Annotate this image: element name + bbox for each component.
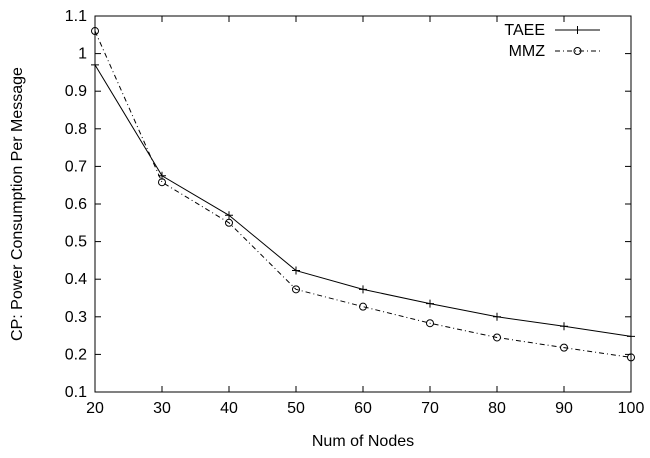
y-tick-label: 0.1 (65, 384, 87, 401)
data-point (627, 332, 635, 341)
series-line (94, 30, 632, 358)
data-point (292, 285, 300, 294)
axis-ticks: 20 30 40 50 60 70 80 90 100 0.1 0.2 0.3 0.4 0.5 0.6 0.7… (65, 8, 645, 417)
data-point (292, 266, 300, 275)
data-point (426, 319, 434, 328)
x-tick-label: 70 (421, 400, 439, 417)
data-point (91, 60, 99, 69)
data-point (493, 312, 501, 321)
data-point (225, 211, 233, 220)
y-tick-label: 0.8 (65, 121, 87, 138)
series-taee (91, 60, 635, 341)
data-point (91, 27, 99, 36)
data-point (225, 218, 233, 227)
legend: TAEE MMZ (504, 22, 600, 60)
data-point (359, 285, 367, 294)
x-tick-label: 20 (86, 400, 104, 417)
data-point (627, 353, 635, 362)
x-tick-label: 100 (618, 400, 645, 417)
y-tick-label: 0.3 (65, 309, 87, 326)
legend-label: MMZ (509, 43, 546, 60)
data-point (158, 178, 166, 187)
y-tick-label: 0.2 (65, 346, 87, 363)
y-axis-title: CP: Power Consumption Per Message (9, 67, 26, 341)
series-line (94, 64, 632, 337)
data-point (560, 343, 568, 352)
data-point (493, 333, 501, 342)
legend-label: TAEE (504, 22, 545, 39)
series-mmz (91, 27, 635, 362)
data-point (560, 322, 568, 331)
y-tick-label: 1 (78, 46, 87, 63)
plot-frame (94, 15, 632, 393)
data-point (359, 302, 367, 311)
y-tick-label: 0.9 (65, 83, 87, 100)
series-layer (91, 27, 635, 362)
data-point (426, 299, 434, 308)
legend-marker (573, 26, 582, 34)
y-tick-label: 0.5 (65, 234, 87, 251)
y-tick-label: 0.4 (65, 271, 87, 288)
y-tick-label: 0.6 (65, 196, 87, 213)
x-axis-title: Num of Nodes (312, 433, 414, 450)
x-tick-label: 40 (220, 400, 238, 417)
y-tick-label: 0.7 (65, 158, 87, 175)
x-tick-label: 50 (287, 400, 305, 417)
x-tick-label: 30 (153, 400, 171, 417)
x-tick-label: 60 (354, 400, 372, 417)
x-tick-label: 80 (488, 400, 506, 417)
legend-marker (573, 47, 582, 55)
x-tick-label: 90 (555, 400, 573, 417)
y-tick-label: 1.1 (65, 8, 87, 25)
